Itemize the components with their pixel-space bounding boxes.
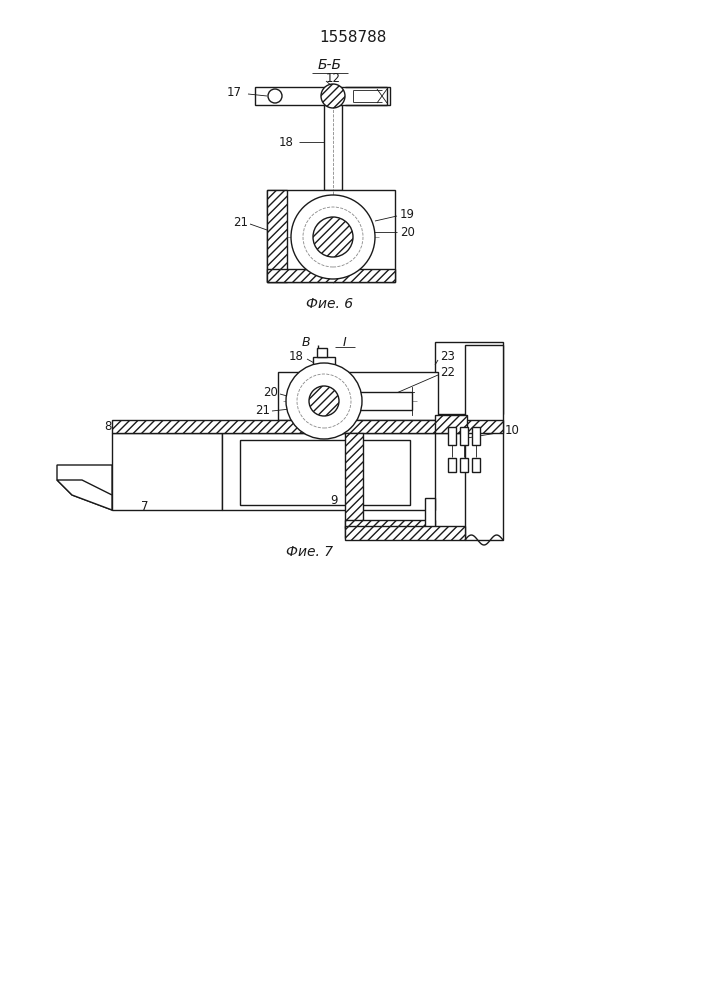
Bar xyxy=(465,345,503,540)
Text: Фие. 6: Фие. 6 xyxy=(306,297,354,311)
Polygon shape xyxy=(339,392,412,410)
Bar xyxy=(472,427,480,445)
Text: 23: 23 xyxy=(440,351,455,363)
Bar xyxy=(255,87,390,105)
Text: 1558788: 1558788 xyxy=(320,29,387,44)
Bar xyxy=(278,372,438,420)
Text: В: В xyxy=(302,336,310,350)
Polygon shape xyxy=(57,480,112,510)
Text: 21: 21 xyxy=(233,216,248,229)
Text: 8: 8 xyxy=(105,420,112,434)
Bar xyxy=(448,458,456,472)
Text: 12: 12 xyxy=(326,72,341,85)
Text: 22: 22 xyxy=(440,365,455,378)
Bar xyxy=(425,498,435,538)
Circle shape xyxy=(313,217,353,257)
Circle shape xyxy=(309,386,339,416)
Bar xyxy=(267,190,287,282)
Bar xyxy=(448,427,456,445)
Bar xyxy=(112,420,503,433)
Bar xyxy=(240,440,410,505)
Text: 7: 7 xyxy=(141,499,148,512)
Bar xyxy=(267,190,395,282)
Bar xyxy=(112,433,222,510)
Bar xyxy=(435,415,467,433)
Bar xyxy=(345,520,435,538)
Bar xyxy=(472,458,480,472)
Text: Фие. 7: Фие. 7 xyxy=(286,545,334,559)
Text: 20: 20 xyxy=(263,385,278,398)
Text: 9: 9 xyxy=(330,494,338,508)
Circle shape xyxy=(268,89,282,103)
Text: 17: 17 xyxy=(227,86,242,99)
Circle shape xyxy=(291,195,375,279)
Polygon shape xyxy=(57,465,112,510)
Text: 21: 21 xyxy=(255,403,270,416)
Text: 10: 10 xyxy=(505,424,520,436)
Bar xyxy=(313,357,335,372)
Bar xyxy=(460,458,468,472)
Text: Б-Б: Б-Б xyxy=(318,58,342,72)
Text: 20: 20 xyxy=(400,226,415,238)
Bar xyxy=(435,342,503,414)
Bar xyxy=(317,348,327,357)
Bar xyxy=(267,269,395,282)
Text: 19: 19 xyxy=(400,208,415,221)
Text: 18: 18 xyxy=(289,351,304,363)
Bar xyxy=(345,433,363,528)
Bar xyxy=(345,526,465,540)
Text: 18: 18 xyxy=(279,135,294,148)
Bar xyxy=(460,427,468,445)
Bar xyxy=(222,433,435,510)
Text: I: I xyxy=(343,336,347,350)
Circle shape xyxy=(321,84,345,108)
Bar xyxy=(324,105,342,190)
Circle shape xyxy=(286,363,362,439)
